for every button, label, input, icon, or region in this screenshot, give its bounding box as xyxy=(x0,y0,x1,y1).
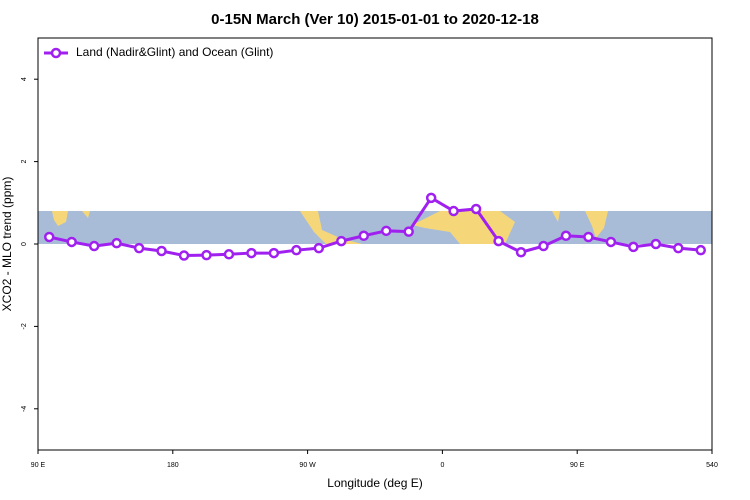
data-point xyxy=(43,231,55,243)
x-tick-label: 90 W xyxy=(299,462,316,469)
data-point xyxy=(358,230,370,242)
data-point xyxy=(560,230,572,242)
y-tick-label: 0 xyxy=(21,242,28,246)
data-point xyxy=(336,235,347,247)
map-background xyxy=(38,211,712,244)
x-axis-label: Longitude (deg E) xyxy=(327,476,422,490)
data-point xyxy=(605,236,617,248)
data-point xyxy=(628,241,639,253)
data-point xyxy=(178,250,190,261)
data-point xyxy=(66,236,77,248)
data-point xyxy=(201,249,212,261)
legend-label: Land (Nadir&Glint) and Ocean (Glint) xyxy=(76,45,273,59)
data-point xyxy=(673,242,684,254)
y-tick-label: 2 xyxy=(21,160,28,164)
x-tick-label: 180 xyxy=(167,462,179,469)
x-tick-label: 0 xyxy=(440,462,444,469)
data-point xyxy=(133,242,145,254)
data-point xyxy=(448,205,459,217)
data-point xyxy=(223,249,235,260)
x-tick-label: 540 xyxy=(706,462,718,469)
data-point xyxy=(695,244,707,256)
data-point xyxy=(538,240,549,252)
legend-marker xyxy=(50,47,62,59)
data-point xyxy=(470,203,482,215)
y-tick-label: -2 xyxy=(21,323,28,329)
data-point xyxy=(425,192,437,204)
data-point xyxy=(246,247,257,259)
data-point xyxy=(493,235,504,247)
data-point xyxy=(380,225,392,237)
y-axis-label: XCO2 - MLO trend (ppm) xyxy=(0,177,14,312)
y-tick-label: -4 xyxy=(21,406,28,412)
x-tick-label: 90 E xyxy=(570,462,585,469)
chart-title: 0-15N March (Ver 10) 2015-01-01 to 2020-… xyxy=(211,11,539,28)
data-point xyxy=(291,244,302,256)
data-point xyxy=(583,231,594,243)
data-point xyxy=(650,238,662,250)
data-point xyxy=(88,240,100,252)
data-point xyxy=(111,237,122,249)
y-tick-label: 4 xyxy=(21,77,28,81)
x-tick-label: 90 E xyxy=(31,462,46,469)
data-point xyxy=(268,247,280,259)
data-point xyxy=(403,226,414,237)
data-point xyxy=(313,242,325,254)
data-point xyxy=(156,245,167,257)
data-point xyxy=(515,246,527,258)
